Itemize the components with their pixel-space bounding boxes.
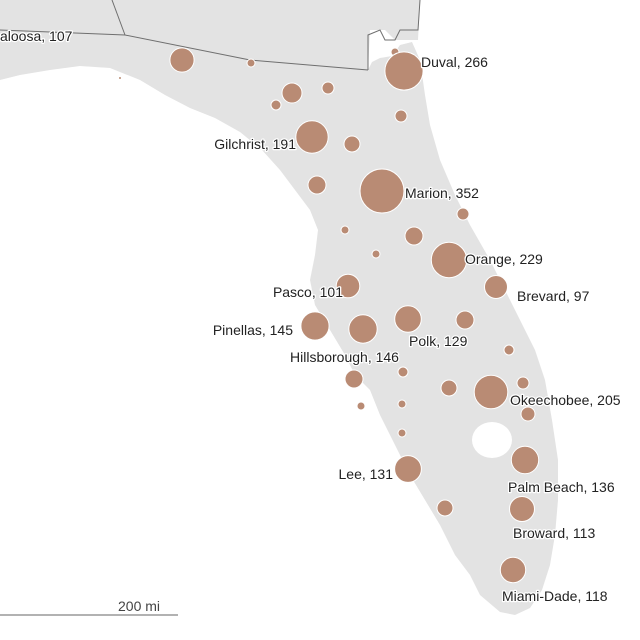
county-label-polk: Polk, 129 bbox=[409, 333, 468, 349]
neighbor-states bbox=[0, 0, 420, 70]
county-bubble-17 bbox=[344, 369, 364, 389]
county-label-miami-dade: Miami-Dade, 118 bbox=[502, 588, 608, 604]
county-bubble-broward bbox=[509, 496, 535, 522]
county-bubble-11 bbox=[340, 225, 350, 235]
county-bubble-14 bbox=[455, 310, 475, 330]
county-bubble-orange bbox=[430, 241, 468, 279]
county-label-broward: Broward, 113 bbox=[513, 525, 595, 541]
county-bubble-7 bbox=[394, 109, 408, 123]
county-label-brevard: Brevard, 97 bbox=[517, 288, 590, 304]
county-bubble-13 bbox=[404, 226, 424, 246]
lake-okeechobee bbox=[472, 422, 512, 458]
state-border-ga-fl bbox=[367, 0, 421, 70]
county-bubble-19 bbox=[516, 376, 530, 390]
county-bubble-3 bbox=[270, 99, 282, 111]
county-bubble-15 bbox=[503, 344, 515, 356]
county-bubble-okaloosa bbox=[169, 47, 195, 73]
county-labels: aloosa, 107 Duval, 266 Gilchrist, 191 Mario… bbox=[0, 27, 622, 606]
county-bubble-1 bbox=[118, 76, 122, 80]
county-bubble-20 bbox=[520, 406, 536, 422]
county-bubble-23 bbox=[397, 428, 407, 438]
county-bubble-okeechobee bbox=[473, 374, 509, 410]
county-bubble-5 bbox=[321, 81, 335, 95]
county-label-gilchrist: Gilchrist, 191 bbox=[214, 136, 296, 152]
county-bubble-16 bbox=[397, 366, 409, 378]
county-label-palm-beach: Palm Beach, 136 bbox=[508, 479, 615, 495]
county-bubble-21 bbox=[356, 401, 366, 411]
county-bubble-gilchrist bbox=[295, 120, 329, 154]
county-bubble-12 bbox=[371, 249, 381, 259]
county-label-orange: Orange, 229 bbox=[465, 251, 543, 267]
county-label-okeechobee: Okeechobee, 205 bbox=[510, 392, 621, 408]
county-bubble-22 bbox=[397, 399, 407, 409]
county-bubble-brevard bbox=[484, 275, 508, 299]
county-bubble-pasco bbox=[335, 273, 361, 299]
county-bubble-miami-dade bbox=[499, 556, 527, 584]
county-bubble-8 bbox=[343, 135, 361, 153]
county-label-hillsborough: Hillsborough, 146 bbox=[290, 349, 399, 365]
county-label-pinellas: Pinellas, 145 bbox=[213, 322, 293, 338]
county-bubble-palm-beach bbox=[510, 445, 540, 475]
county-bubble-pinellas bbox=[300, 311, 330, 341]
state-border-al-ga bbox=[111, 0, 126, 36]
county-bubble-hillsborough bbox=[348, 314, 378, 344]
county-label-lee: Lee, 131 bbox=[339, 466, 394, 482]
county-bubbles bbox=[118, 47, 540, 584]
county-bubble-duval bbox=[384, 51, 424, 91]
county-label-duval: Duval, 266 bbox=[421, 54, 488, 70]
scale-bar-label: 200 mi bbox=[118, 598, 161, 614]
county-bubble-24 bbox=[436, 499, 454, 517]
county-bubble-10 bbox=[456, 207, 470, 221]
county-label-pasco: Pasco, 101 bbox=[273, 284, 343, 300]
county-bubble-polk bbox=[394, 305, 422, 333]
county-bubble-2 bbox=[246, 58, 256, 68]
county-bubble-lee bbox=[394, 455, 422, 483]
state-border-al-fl bbox=[0, 29, 369, 71]
county-bubble-marion bbox=[359, 168, 405, 214]
county-bubble-9 bbox=[307, 175, 327, 195]
county-bubble-4 bbox=[281, 82, 303, 104]
county-label-okaloosa: aloosa, 107 bbox=[0, 28, 73, 44]
county-label-marion: Marion, 352 bbox=[405, 185, 479, 201]
county-bubble-18 bbox=[440, 379, 458, 397]
